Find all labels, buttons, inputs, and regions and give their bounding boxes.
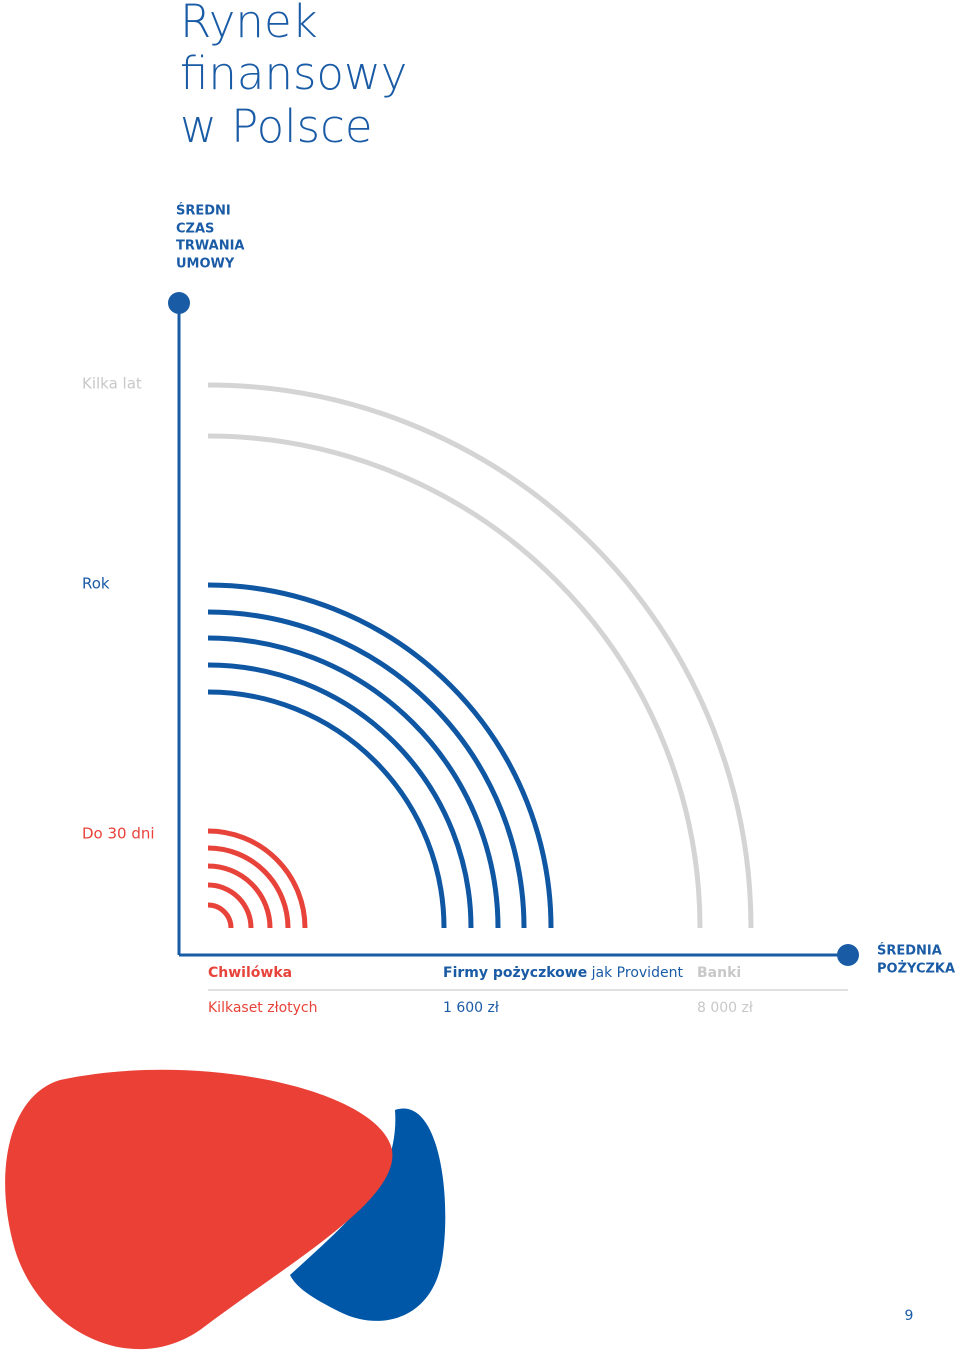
product-name-suffix: jak Provident (591, 965, 684, 981)
x-axis-label: ŚREDNIA (877, 943, 942, 959)
product-name: Banki (697, 965, 741, 981)
y-axis-label: TRWANIA (176, 239, 244, 254)
x-axis-label: POŻYCZKA (877, 961, 955, 977)
product-amount: 8 000 zł (697, 1000, 753, 1016)
level-label: Rok (82, 575, 110, 593)
axis-dot (168, 292, 190, 314)
arc (207, 662, 474, 929)
product-name: Firmy pożyczkowe jak Provident (443, 965, 683, 981)
product-name: Chwilówka (208, 965, 292, 981)
arc (207, 845, 291, 929)
arc (207, 828, 308, 929)
y-axis-label: ŚREDNI (176, 203, 231, 219)
y-axis-label: CZAS (176, 222, 214, 237)
arc (207, 382, 754, 929)
arc (207, 582, 554, 929)
title-line: Rynek (180, 0, 318, 48)
level-label: Kilka lat (82, 375, 142, 393)
arcs (207, 382, 754, 929)
arc (207, 902, 234, 929)
y-axis-label: UMOWY (176, 257, 235, 272)
product-amount: 1 600 zł (443, 1000, 499, 1016)
arc (207, 433, 703, 929)
arc (207, 863, 273, 929)
arc (207, 635, 501, 929)
title-line: w Polsce (180, 100, 373, 153)
title-line: finansowy (180, 47, 407, 100)
arc (207, 689, 447, 929)
red-blob (5, 1069, 393, 1350)
arc (207, 609, 527, 929)
arc (207, 882, 254, 929)
product-amount: Kilkaset złotych (208, 1000, 317, 1016)
page-number: 9 (905, 1308, 914, 1324)
axis-dot (837, 944, 859, 966)
product-name-bold: Firmy pożyczkowe (443, 965, 587, 981)
blue-blob (290, 1108, 446, 1321)
level-label: Do 30 dni (82, 825, 155, 843)
